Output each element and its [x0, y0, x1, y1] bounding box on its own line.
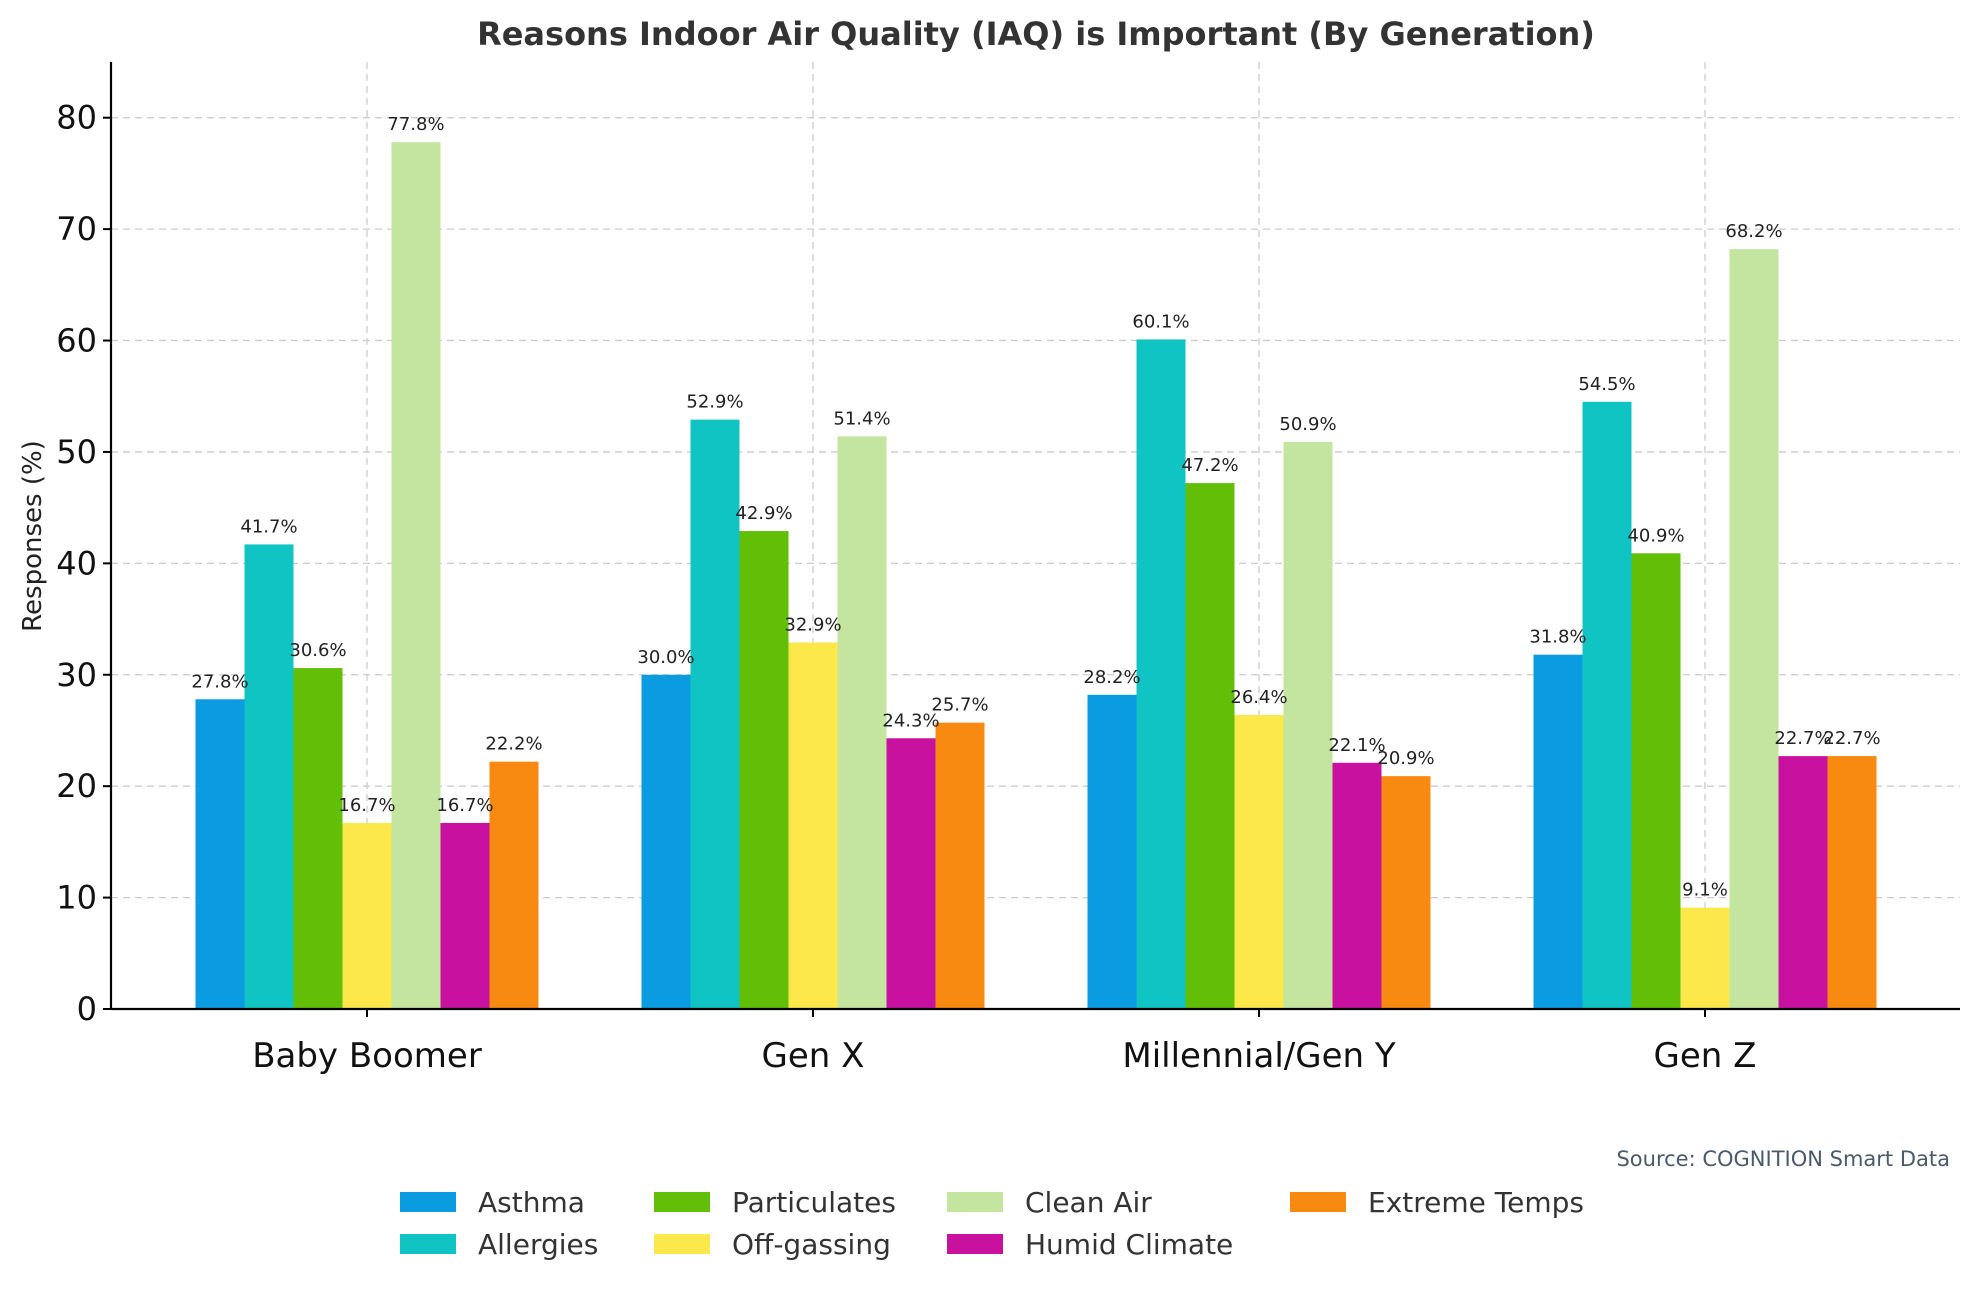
- y-tick-label: 0: [77, 990, 97, 1028]
- bar: [195, 699, 245, 1009]
- y-tick-label: 30: [56, 656, 97, 694]
- legend-swatch: [400, 1234, 456, 1254]
- y-tick-label: 20: [56, 767, 97, 805]
- data-label: 47.2%: [1181, 455, 1238, 476]
- legend: Asthma Allergies Particulates Off-gassing Cl…: [400, 1186, 1584, 1261]
- legend-swatch: [1290, 1192, 1346, 1212]
- bar: [739, 531, 789, 1009]
- bar: [1185, 483, 1235, 1009]
- legend-swatch: [654, 1192, 710, 1212]
- bar: [244, 544, 294, 1009]
- legend-label: Particulates: [732, 1186, 896, 1219]
- bar: [1234, 714, 1284, 1009]
- bar: [1778, 756, 1828, 1009]
- data-label: 25.7%: [931, 695, 988, 716]
- bar: [293, 668, 343, 1009]
- bar: [690, 419, 740, 1009]
- legend-swatch: [947, 1192, 1003, 1212]
- data-label: 51.4%: [833, 408, 890, 429]
- data-label: 32.9%: [784, 614, 841, 635]
- data-label: 22.2%: [485, 734, 542, 755]
- data-label: 30.6%: [289, 640, 346, 661]
- legend-label: Humid Climate: [1025, 1228, 1233, 1261]
- bar: [1283, 441, 1333, 1009]
- bar: [1680, 907, 1730, 1009]
- data-label: 26.4%: [1230, 687, 1287, 708]
- data-label: 40.9%: [1627, 525, 1684, 546]
- data-label: 22.7%: [1774, 728, 1831, 749]
- legend-swatch: [654, 1234, 710, 1254]
- x-tick-label: Gen X: [762, 1036, 865, 1076]
- chart-title: Reasons Indoor Air Quality (IAQ) is Impo…: [477, 15, 1595, 53]
- bar: [1729, 249, 1779, 1010]
- data-label: 9.1%: [1682, 880, 1728, 901]
- legend-label: Off-gassing: [732, 1228, 891, 1261]
- legend-label: Asthma: [478, 1186, 585, 1219]
- bar: [1533, 654, 1583, 1009]
- axes: [109, 62, 1960, 1011]
- data-label: 28.2%: [1083, 667, 1140, 688]
- data-label: 50.9%: [1279, 414, 1336, 435]
- legend-label: Allergies: [478, 1228, 598, 1261]
- data-label: 30.0%: [637, 647, 694, 668]
- data-label: 27.8%: [191, 671, 248, 692]
- bar: [1087, 694, 1137, 1009]
- y-tick-label: 60: [56, 322, 97, 360]
- bar: [788, 642, 838, 1009]
- y-tick-label: 40: [56, 544, 97, 582]
- legend-label: Clean Air: [1025, 1186, 1152, 1219]
- bar: [935, 722, 985, 1009]
- data-label: 24.3%: [882, 710, 939, 731]
- bar: [1582, 401, 1632, 1009]
- data-label: 22.7%: [1823, 728, 1880, 749]
- legend-swatch: [947, 1234, 1003, 1254]
- legend-label: Extreme Temps: [1368, 1186, 1584, 1219]
- x-axis-ticks: Baby Boomer Gen X Millennial/Gen Y Gen Z: [252, 1009, 1756, 1076]
- data-label: 16.7%: [436, 795, 493, 816]
- data-label: 42.9%: [735, 503, 792, 524]
- bar: [886, 738, 936, 1009]
- data-label: 41.7%: [240, 516, 297, 537]
- data-label: 22.1%: [1328, 735, 1385, 756]
- bar: [1381, 776, 1431, 1009]
- x-tick-label: Baby Boomer: [252, 1036, 482, 1076]
- data-label: 16.7%: [338, 795, 395, 816]
- bar: [342, 822, 392, 1009]
- x-tick-label: Millennial/Gen Y: [1122, 1036, 1395, 1076]
- x-tick-label: Gen Z: [1654, 1036, 1757, 1076]
- bar: [1332, 762, 1382, 1009]
- data-label: 31.8%: [1529, 627, 1586, 648]
- data-labels: 27.8% 41.7% 30.6% 16.7% 77.8% 16.7% 22.2% 30.0%…: [191, 114, 1880, 900]
- legend-swatch: [400, 1192, 456, 1212]
- y-tick-label: 70: [56, 210, 97, 248]
- y-tick-label: 80: [56, 99, 97, 137]
- y-tick-label: 50: [56, 433, 97, 471]
- source-note: Source: COGNITION Smart Data: [1616, 1147, 1950, 1171]
- bar: [1136, 339, 1186, 1009]
- y-axis-ticks: 0 10 20 30 40 50 60 70 80: [56, 99, 111, 1028]
- bar: [440, 822, 490, 1009]
- bar: [1827, 756, 1877, 1009]
- data-label: 77.8%: [387, 114, 444, 135]
- bar: [391, 142, 441, 1009]
- data-label: 60.1%: [1132, 311, 1189, 332]
- bar: [1631, 553, 1681, 1009]
- bar: [837, 436, 887, 1010]
- data-label: 20.9%: [1377, 748, 1434, 769]
- bars: [195, 142, 1877, 1010]
- data-label: 68.2%: [1725, 221, 1782, 242]
- y-axis-label: Responses (%): [18, 440, 48, 632]
- data-label: 54.5%: [1578, 374, 1635, 395]
- data-label: 52.9%: [686, 392, 743, 413]
- y-tick-label: 10: [56, 879, 97, 917]
- bar: [489, 761, 539, 1009]
- bar: [641, 674, 691, 1009]
